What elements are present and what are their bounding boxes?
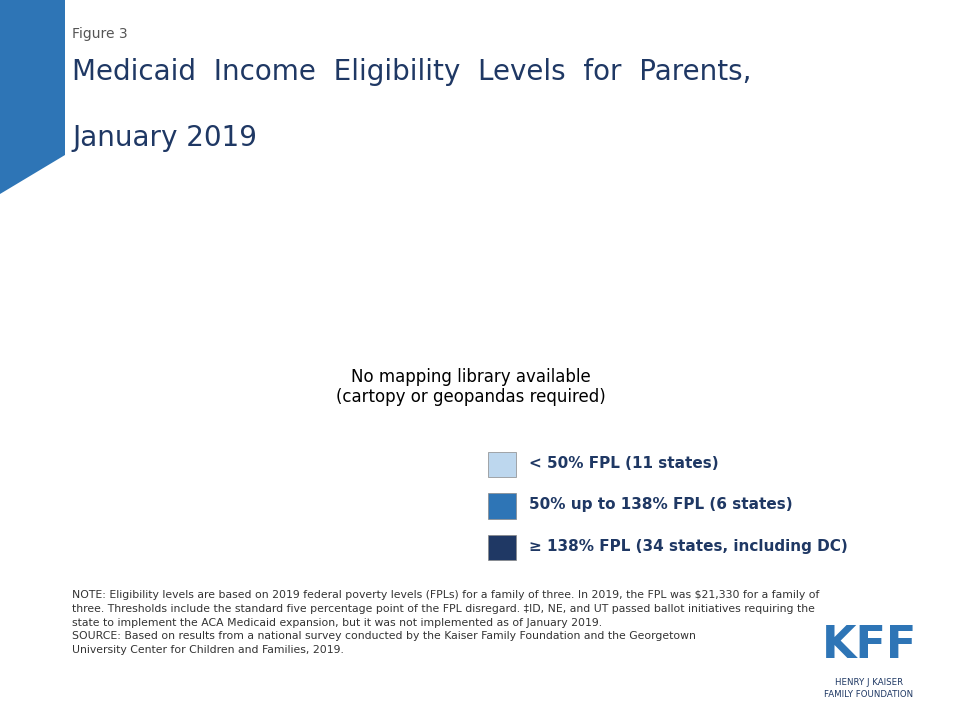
Text: ≥ 138% FPL (34 states, including DC): ≥ 138% FPL (34 states, including DC) xyxy=(529,539,848,554)
Text: HENRY J KAISER
FAMILY FOUNDATION: HENRY J KAISER FAMILY FOUNDATION xyxy=(825,678,914,698)
Text: No mapping library available
(cartopy or geopandas required): No mapping library available (cartopy or… xyxy=(336,368,605,406)
Text: KFF: KFF xyxy=(822,624,917,667)
FancyBboxPatch shape xyxy=(489,535,516,560)
Text: Figure 3: Figure 3 xyxy=(72,27,128,40)
Text: Medicaid  Income  Eligibility  Levels  for  Parents,: Medicaid Income Eligibility Levels for P… xyxy=(72,58,752,86)
Polygon shape xyxy=(0,0,65,194)
Text: NOTE: Eligibility levels are based on 2019 federal poverty levels (FPLs) for a f: NOTE: Eligibility levels are based on 20… xyxy=(72,590,820,654)
Text: January 2019: January 2019 xyxy=(72,125,257,152)
Text: < 50% FPL (11 states): < 50% FPL (11 states) xyxy=(529,456,718,471)
Text: 50% up to 138% FPL (6 states): 50% up to 138% FPL (6 states) xyxy=(529,498,792,512)
FancyBboxPatch shape xyxy=(489,493,516,518)
FancyBboxPatch shape xyxy=(489,452,516,477)
